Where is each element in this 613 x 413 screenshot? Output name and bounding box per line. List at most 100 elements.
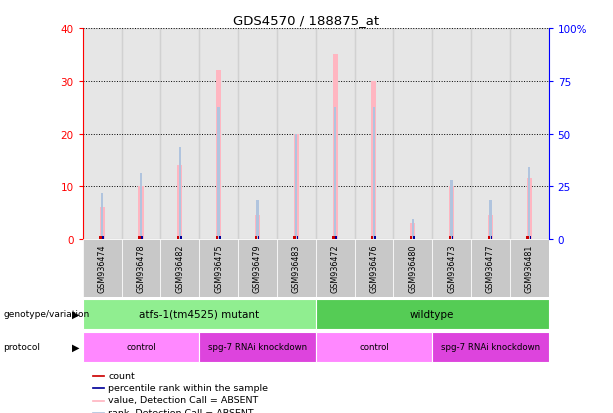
Text: spg-7 RNAi knockdown: spg-7 RNAi knockdown: [441, 342, 540, 351]
Bar: [316, 240, 354, 297]
Bar: [471, 29, 510, 240]
Bar: [489, 200, 492, 240]
Bar: [528, 167, 530, 240]
Bar: [255, 216, 260, 240]
Bar: [199, 240, 238, 297]
Bar: [471, 240, 510, 297]
Bar: [294, 237, 296, 240]
Bar: [449, 237, 451, 240]
Bar: [333, 55, 338, 240]
Bar: [219, 237, 221, 240]
Bar: [216, 237, 218, 240]
Bar: [100, 208, 105, 240]
Bar: [199, 332, 316, 362]
Text: protocol: protocol: [3, 342, 40, 351]
Bar: [354, 29, 394, 240]
Text: GSM936483: GSM936483: [292, 244, 301, 292]
Bar: [99, 237, 102, 240]
Bar: [375, 237, 376, 240]
Bar: [277, 29, 316, 240]
Text: GSM936475: GSM936475: [214, 244, 223, 293]
Bar: [371, 82, 376, 240]
Text: value, Detection Call = ABSENT: value, Detection Call = ABSENT: [109, 395, 259, 404]
Bar: [410, 237, 413, 240]
Bar: [316, 299, 549, 329]
Bar: [487, 237, 490, 240]
Text: ▶: ▶: [72, 309, 80, 319]
Bar: [254, 237, 257, 240]
Text: control: control: [359, 342, 389, 351]
Bar: [161, 240, 199, 297]
Bar: [218, 108, 220, 240]
Text: GSM936481: GSM936481: [525, 244, 534, 292]
Bar: [121, 29, 161, 240]
Bar: [332, 237, 335, 240]
Text: percentile rank within the sample: percentile rank within the sample: [109, 383, 268, 392]
Bar: [83, 299, 316, 329]
Bar: [527, 237, 529, 240]
Bar: [92, 400, 104, 401]
Bar: [452, 237, 454, 240]
Bar: [92, 375, 104, 376]
Bar: [180, 237, 181, 240]
Bar: [354, 240, 394, 297]
Text: GSM936479: GSM936479: [253, 244, 262, 293]
Bar: [488, 216, 493, 240]
Bar: [177, 166, 182, 240]
Bar: [491, 237, 492, 240]
Text: GSM936478: GSM936478: [137, 244, 145, 292]
Bar: [394, 29, 432, 240]
Text: control: control: [126, 342, 156, 351]
Bar: [297, 237, 298, 240]
Bar: [238, 29, 277, 240]
Bar: [410, 224, 415, 240]
Text: atfs-1(tm4525) mutant: atfs-1(tm4525) mutant: [139, 309, 259, 319]
Text: GSM936473: GSM936473: [447, 244, 456, 292]
Bar: [295, 134, 297, 240]
Bar: [334, 108, 337, 240]
Text: GSM936476: GSM936476: [370, 244, 378, 292]
Bar: [510, 29, 549, 240]
Text: rank, Detection Call = ABSENT: rank, Detection Call = ABSENT: [109, 408, 254, 413]
Bar: [83, 29, 121, 240]
Bar: [178, 147, 181, 240]
Text: GSM936482: GSM936482: [175, 244, 185, 292]
Bar: [177, 237, 180, 240]
Bar: [371, 237, 373, 240]
Bar: [92, 387, 104, 389]
Text: spg-7 RNAi knockdown: spg-7 RNAi knockdown: [208, 342, 307, 351]
Bar: [316, 29, 354, 240]
Bar: [432, 240, 471, 297]
Bar: [258, 237, 259, 240]
Bar: [413, 237, 414, 240]
Bar: [510, 240, 549, 297]
Bar: [256, 200, 259, 240]
Text: GSM936477: GSM936477: [486, 244, 495, 293]
Bar: [432, 29, 471, 240]
Bar: [238, 240, 277, 297]
Text: ▶: ▶: [72, 342, 80, 352]
Bar: [92, 412, 104, 413]
Bar: [277, 240, 316, 297]
Bar: [102, 237, 104, 240]
Bar: [138, 237, 140, 240]
Bar: [199, 29, 238, 240]
Bar: [139, 187, 143, 240]
Text: GSM936472: GSM936472: [330, 244, 340, 293]
Bar: [140, 174, 142, 240]
Bar: [161, 29, 199, 240]
Bar: [101, 193, 104, 240]
Bar: [411, 220, 414, 240]
Bar: [142, 237, 143, 240]
Bar: [316, 332, 432, 362]
Text: wildtype: wildtype: [410, 309, 454, 319]
Bar: [83, 240, 121, 297]
Bar: [394, 240, 432, 297]
Text: GDS4570 / 188875_at: GDS4570 / 188875_at: [234, 14, 379, 27]
Text: genotype/variation: genotype/variation: [3, 309, 89, 318]
Text: GSM936480: GSM936480: [408, 244, 417, 292]
Bar: [451, 180, 453, 240]
Bar: [432, 332, 549, 362]
Bar: [216, 71, 221, 240]
Text: GSM936474: GSM936474: [97, 244, 107, 292]
